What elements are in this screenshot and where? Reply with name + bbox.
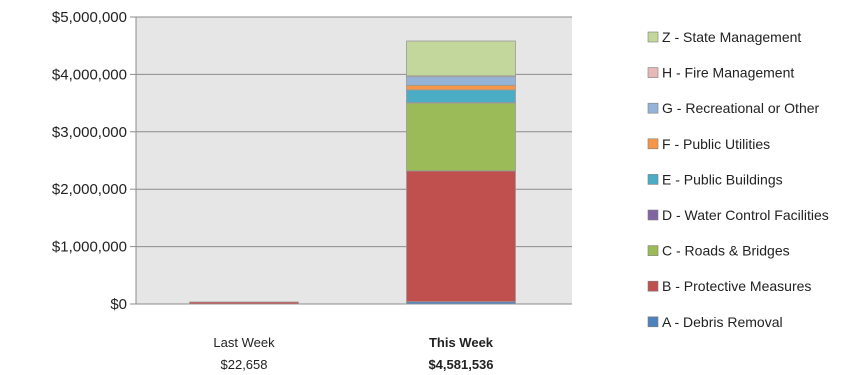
- legend-swatch: [647, 102, 659, 114]
- y-tick-label: $5,000,000: [52, 9, 127, 26]
- bar-segment: [406, 170, 516, 303]
- bar-segment: [189, 301, 299, 305]
- bar-segment: [406, 40, 516, 77]
- bar-segment: [406, 84, 516, 91]
- legend-label: C - Roads & Bridges: [662, 243, 790, 259]
- bars: [189, 40, 516, 305]
- legend-label: G - Recreational or Other: [662, 100, 820, 116]
- x-category-total: $4,581,536: [428, 357, 493, 372]
- legend-swatch: [647, 245, 659, 256]
- x-category-label: Last Week: [213, 335, 275, 350]
- y-tick-label: $2,000,000: [52, 181, 127, 198]
- legend-label: A - Debris Removal: [662, 314, 783, 330]
- legend-swatch: [647, 280, 659, 292]
- legend-swatch: [647, 174, 659, 185]
- y-axis-ticks: $0 $1,000,000 $2,000,000 $3,000,000 $4,000,0…: [52, 9, 127, 313]
- legend-swatch: [647, 67, 659, 78]
- x-category-total: $22,658: [221, 357, 268, 372]
- y-tick-label: $3,000,000: [52, 124, 127, 141]
- bar-segment: [406, 89, 516, 103]
- legend-swatch: [647, 31, 659, 43]
- legend-swatch: [647, 316, 659, 328]
- legend-label: D - Water Control Facilities: [662, 207, 829, 223]
- x-axis-labels: Last Week $22,658 This Week $4,581,536: [213, 335, 493, 372]
- x-category-label: This Week: [429, 335, 494, 350]
- y-tick-label: $4,000,000: [52, 66, 127, 83]
- y-tick-label: $1,000,000: [52, 239, 127, 256]
- legend-label: F - Public Utilities: [662, 136, 770, 152]
- bar-segment: [406, 102, 516, 172]
- legend: Z - State Management H - Fire Management G…: [647, 29, 829, 330]
- legend-label: H - Fire Management: [662, 65, 794, 81]
- legend-label: E - Public Buildings: [662, 171, 783, 187]
- legend-label: B - Protective Measures: [662, 278, 811, 294]
- bar-segment: [406, 76, 516, 86]
- legend-swatch: [647, 138, 659, 150]
- y-tick-label: $0: [110, 296, 127, 313]
- legend-swatch: [647, 209, 659, 221]
- legend-label: Z - State Management: [662, 29, 801, 45]
